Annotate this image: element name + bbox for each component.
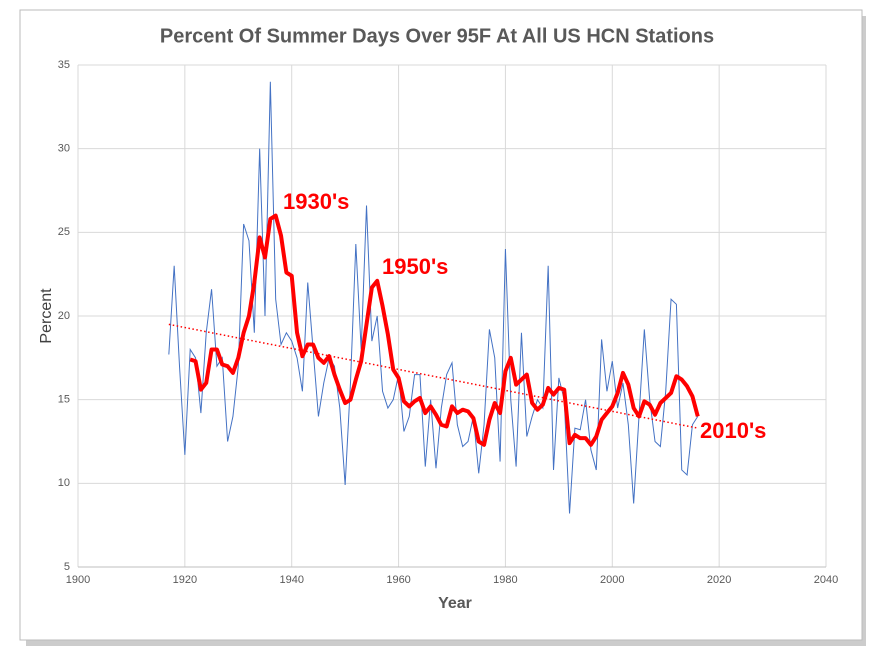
frame: [19, 9, 863, 641]
x-tick-label: 1900: [66, 574, 90, 586]
data-line: [189, 213, 700, 447]
data-line: [168, 81, 699, 514]
annotation: 2010's: [700, 418, 766, 443]
y-tick-label: 25: [58, 226, 70, 238]
x-tick-label: 2000: [600, 574, 624, 586]
y-tick-label: 20: [58, 310, 70, 322]
data-line: [168, 323, 698, 429]
annotation: 1930's: [283, 189, 349, 214]
x-axis-label: Year: [438, 595, 472, 612]
y-tick-label: 35: [58, 59, 70, 71]
x-tick-label: 1980: [493, 574, 517, 586]
y-tick-label: 10: [58, 477, 70, 489]
y-tick-label: 5: [64, 561, 70, 573]
chart-title: Percent Of Summer Days Over 95F At All U…: [160, 25, 714, 47]
x-tick-label: 1960: [386, 574, 410, 586]
annotation: 1950's: [382, 254, 448, 279]
x-tick-label: 1920: [173, 574, 197, 586]
y-axis-label: Percent: [38, 288, 55, 344]
x-tick-label: 1940: [279, 574, 303, 586]
x-tick-label: 2040: [814, 574, 838, 586]
y-tick-label: 30: [58, 143, 70, 155]
x-tick-label: 2020: [707, 574, 731, 586]
y-tick-label: 15: [58, 394, 70, 406]
